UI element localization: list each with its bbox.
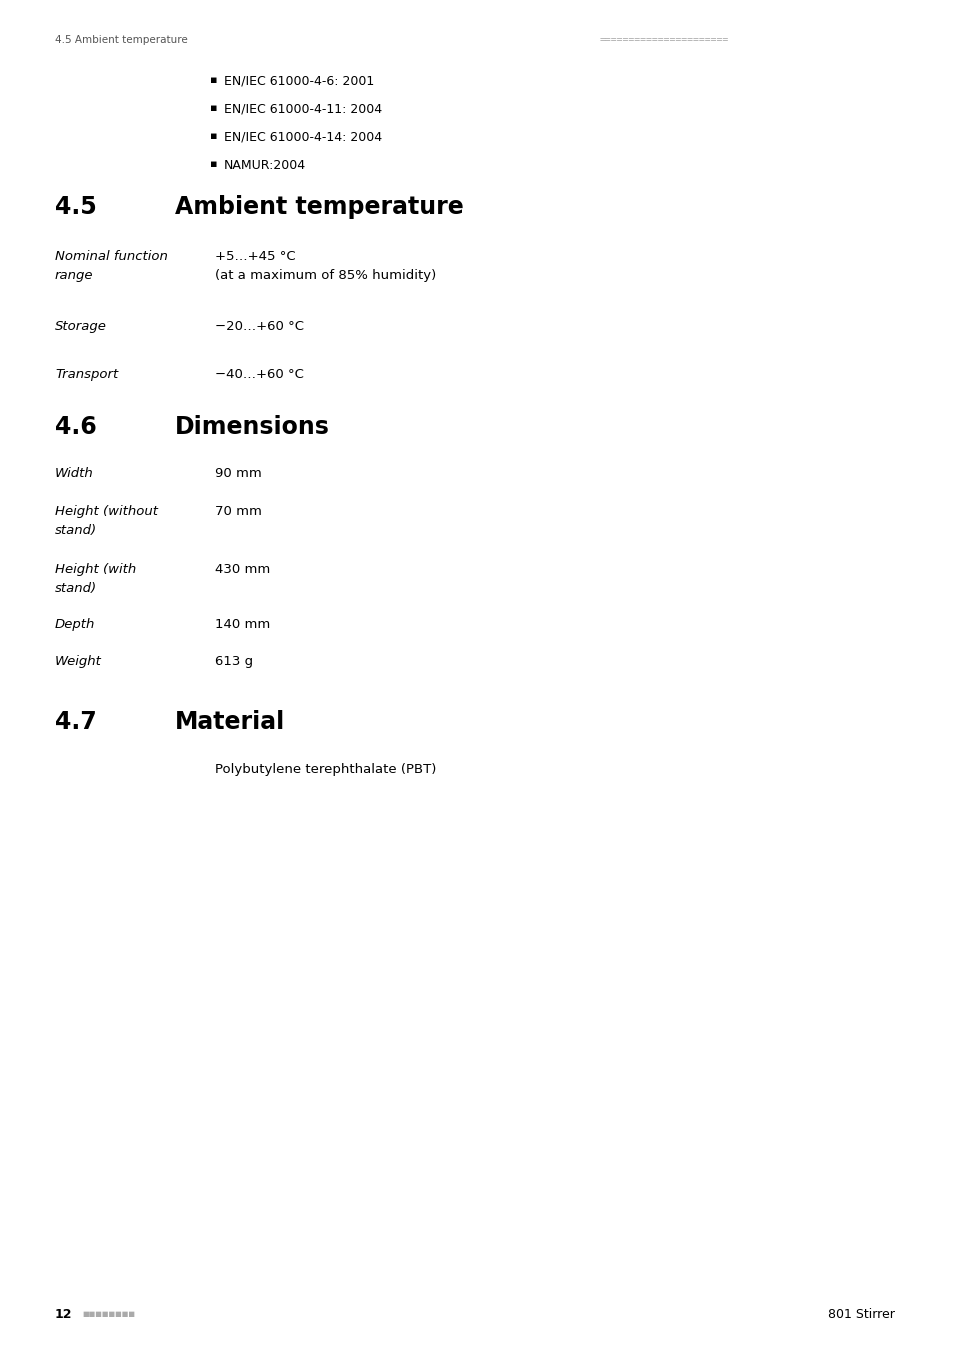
Text: 140 mm: 140 mm xyxy=(214,618,270,630)
Text: +5…+45 °C
(at a maximum of 85% humidity): +5…+45 °C (at a maximum of 85% humidity) xyxy=(214,250,436,282)
Text: Storage: Storage xyxy=(55,320,107,333)
Text: EN/IEC 61000-4-14: 2004: EN/IEC 61000-4-14: 2004 xyxy=(224,131,382,144)
Text: Weight: Weight xyxy=(55,655,102,668)
Text: Depth: Depth xyxy=(55,618,95,630)
Text: 4.5: 4.5 xyxy=(55,194,96,219)
Text: ■■■■■■■■: ■■■■■■■■ xyxy=(82,1311,135,1318)
Text: EN/IEC 61000-4-11: 2004: EN/IEC 61000-4-11: 2004 xyxy=(224,103,382,116)
Text: Transport: Transport xyxy=(55,369,118,381)
Text: Nominal function
range: Nominal function range xyxy=(55,250,168,282)
Text: ▪: ▪ xyxy=(210,103,217,113)
Text: ▪: ▪ xyxy=(210,159,217,169)
Text: ======================: ====================== xyxy=(599,35,728,45)
Text: EN/IEC 61000-4-6: 2001: EN/IEC 61000-4-6: 2001 xyxy=(224,76,374,88)
Text: Width: Width xyxy=(55,467,93,481)
Text: 4.6: 4.6 xyxy=(55,414,96,439)
Text: ▪: ▪ xyxy=(210,131,217,140)
Text: −40…+60 °C: −40…+60 °C xyxy=(214,369,304,381)
Text: Height (without
stand): Height (without stand) xyxy=(55,505,158,537)
Text: 801 Stirrer: 801 Stirrer xyxy=(827,1308,894,1322)
Text: 70 mm: 70 mm xyxy=(214,505,262,518)
Text: 4.5 Ambient temperature: 4.5 Ambient temperature xyxy=(55,35,188,45)
Text: 613 g: 613 g xyxy=(214,655,253,668)
Text: ▪: ▪ xyxy=(210,76,217,85)
Text: 90 mm: 90 mm xyxy=(214,467,261,481)
Text: Dimensions: Dimensions xyxy=(174,414,330,439)
Text: Polybutylene terephthalate (PBT): Polybutylene terephthalate (PBT) xyxy=(214,763,436,776)
Text: 430 mm: 430 mm xyxy=(214,563,270,576)
Text: −20…+60 °C: −20…+60 °C xyxy=(214,320,304,333)
Text: Material: Material xyxy=(174,710,285,734)
Text: 4.7: 4.7 xyxy=(55,710,96,734)
Text: NAMUR:2004: NAMUR:2004 xyxy=(224,159,306,171)
Text: Ambient temperature: Ambient temperature xyxy=(174,194,463,219)
Text: Height (with
stand): Height (with stand) xyxy=(55,563,136,595)
Text: 12: 12 xyxy=(55,1308,72,1322)
